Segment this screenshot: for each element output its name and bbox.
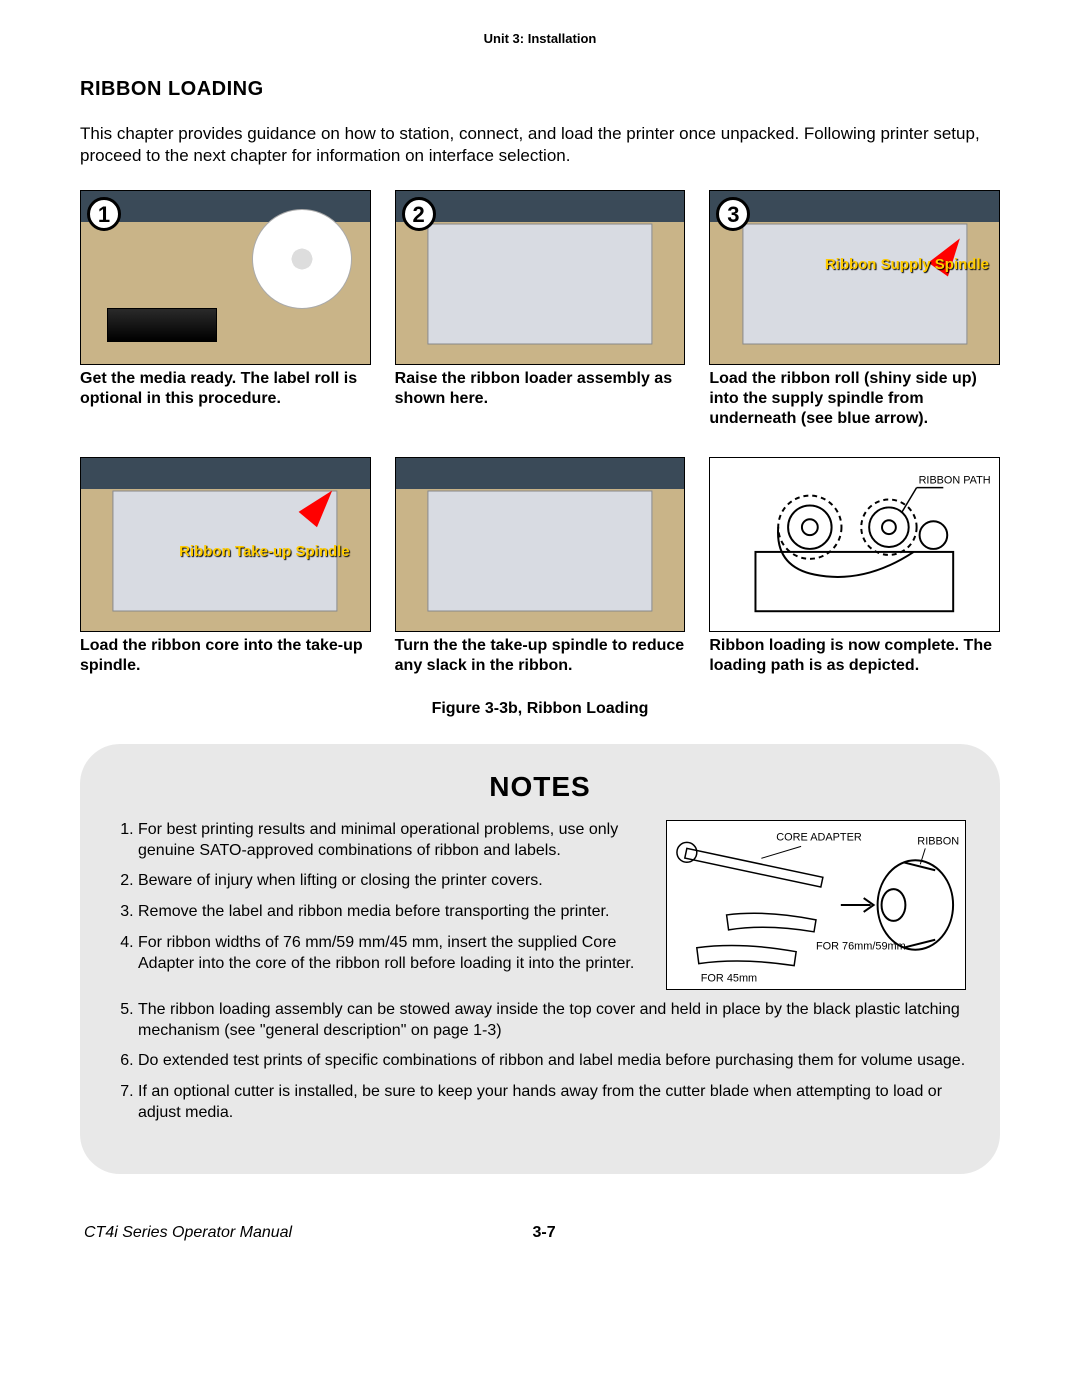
diagram-label-ribbon-path: RIBBON PATH [919,475,991,487]
notes-title: NOTES [114,768,966,806]
step-photo-2: 2 [395,190,686,365]
step-caption-4: Load the ribbon core into the take-up sp… [80,632,371,676]
step-cell-1: 1 Get the media ready. The label roll is… [80,190,371,429]
notes-list-top: For best printing results and minimal op… [114,820,648,985]
step-cell-4: Ribbon Take-up Spindle Load the ribbon c… [80,457,371,676]
step-diagram-6: RIBBON PATH [709,457,1000,632]
step-photo-1: 1 [80,190,371,365]
step-caption-6: Ribbon loading is now complete. The load… [709,632,1000,676]
notes-item: For best printing results and minimal op… [138,820,648,862]
step-photo-3: Ribbon Supply Spindle 3 [709,190,1000,365]
notes-item: The ribbon loading assembly can be stowe… [138,1000,966,1042]
step-cell-6: RIBBON PATH Ribbon loading is now comple… [709,457,1000,676]
notes-item: If an optional cutter is installed, be s… [138,1082,966,1124]
step-photo-5 [395,457,686,632]
step-caption-1: Get the media ready. The label roll is o… [80,365,371,409]
step-cell-2: 2 Raise the ribbon loader assembly as sh… [395,190,686,429]
step-row-2: Ribbon Take-up Spindle Load the ribbon c… [80,457,1000,676]
step-caption-3: Load the ribbon roll (shiny side up) int… [709,365,1000,429]
step-cell-3: Ribbon Supply Spindle 3 Load the ribbon … [709,190,1000,429]
figure-caption: Figure 3-3b, Ribbon Loading [80,698,1000,720]
footer-manual-title: CT4i Series Operator Manual [84,1222,292,1244]
notes-diagram: CORE ADAPTER RIBBON FOR 76mm/59mm FOR 45… [666,820,966,990]
overlay-label-4: Ribbon Take-up Spindle [179,544,350,561]
step-caption-5: Turn the the take-up spindle to reduce a… [395,632,686,676]
diagram-label-core-adapter: CORE ADAPTER [776,831,862,843]
notes-item: For ribbon widths of 76 mm/59 mm/45 mm, … [138,933,648,975]
step-photo-4: Ribbon Take-up Spindle [80,457,371,632]
overlay-label-3: Ribbon Supply Spindle [825,257,989,274]
step-row-1: 1 Get the media ready. The label roll is… [80,190,1000,429]
diagram-label-for76: FOR 76mm/59mm [816,941,906,953]
notes-list-bottom: The ribbon loading assembly can be stowe… [114,1000,966,1124]
step-number-2: 2 [402,197,436,231]
unit-header: Unit 3: Installation [80,30,1000,48]
diagram-label-for45: FOR 45mm [701,972,757,984]
step-cell-5: Turn the the take-up spindle to reduce a… [395,457,686,676]
notes-item: Remove the label and ribbon media before… [138,902,648,923]
footer-page-number: 3-7 [532,1222,555,1244]
intro-paragraph: This chapter provides guidance on how to… [80,123,1000,169]
page-footer: CT4i Series Operator Manual 3-7 [80,1222,1000,1244]
diagram-label-ribbon: RIBBON [917,835,959,847]
step-caption-2: Raise the ribbon loader assembly as show… [395,365,686,409]
notes-item: Beware of injury when lifting or closing… [138,871,648,892]
footer-spacer [796,1222,996,1244]
section-title: RIBBON LOADING [80,76,1000,103]
notes-panel: NOTES For best printing results and mini… [80,744,1000,1174]
notes-item: Do extended test prints of specific comb… [138,1051,966,1072]
